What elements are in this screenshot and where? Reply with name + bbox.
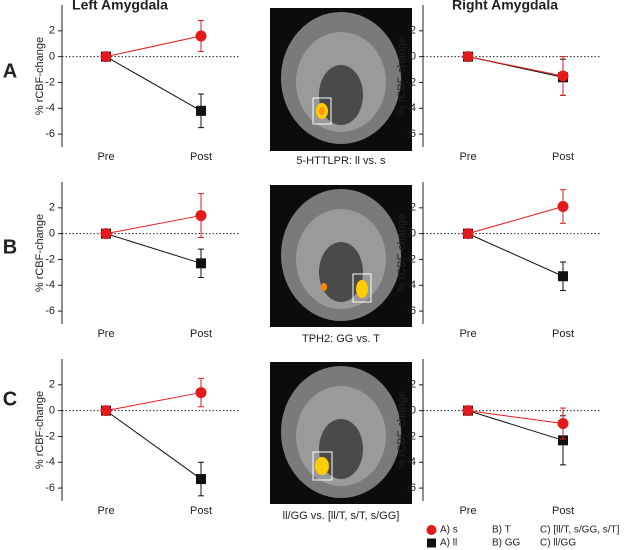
y-tick-label: -4 (45, 279, 55, 291)
marker (100, 228, 112, 240)
x-tick-label: Pre (459, 505, 476, 517)
series-line (467, 233, 564, 277)
x-tick-label: Post (552, 505, 574, 517)
y-tick-label: -4 (406, 102, 416, 114)
y-tick-label: 0 (410, 405, 416, 417)
legend-marker (426, 525, 437, 535)
y-tick-label: 0 (410, 51, 416, 63)
row-label: C (3, 388, 17, 410)
y-tick-label: -4 (406, 279, 416, 291)
series-line (105, 410, 202, 480)
image-caption: 5-HTTLPR: ll vs. s (296, 155, 386, 167)
y-tick-label: -6 (406, 305, 416, 317)
y-tick-label: 2 (49, 202, 55, 214)
y-axis-label: % rCBF-change (396, 37, 408, 115)
column-title: Left Amygdala (72, 0, 168, 13)
x-tick-label: Post (552, 151, 574, 163)
marker (462, 228, 474, 240)
y-tick-label: 2 (49, 25, 55, 37)
marker (196, 474, 206, 485)
y-axis-label: % rCBF-change (396, 391, 408, 469)
image-caption: ll/GG vs. [ll/T, s/T, s/GG] (283, 510, 400, 522)
y-axis-label: % rCBF-change (34, 391, 46, 469)
y-tick-label: -6 (45, 128, 55, 140)
y-tick-label: 0 (49, 51, 55, 63)
marker (557, 418, 569, 430)
y-tick-label: 0 (49, 405, 55, 417)
series-line (105, 215, 202, 235)
y-axis-label: % rCBF-change (34, 214, 46, 292)
x-tick-label: Post (552, 328, 574, 340)
x-tick-label: Post (190, 328, 212, 340)
x-tick-label: Pre (97, 505, 114, 517)
y-tick-label: -6 (45, 305, 55, 317)
brain-image (270, 185, 412, 327)
y-tick-label: -4 (45, 102, 55, 114)
legend-marker (427, 538, 436, 548)
y-tick-label: 0 (49, 228, 55, 240)
marker (196, 105, 206, 116)
marker (462, 405, 474, 417)
x-tick-label: Pre (97, 328, 114, 340)
x-tick-label: Post (190, 505, 212, 517)
y-tick-label: 2 (410, 25, 416, 37)
series-line (105, 233, 202, 264)
y-tick-label: -4 (45, 456, 55, 468)
y-tick-label: -2 (406, 430, 416, 442)
legend-label: A) s (440, 525, 458, 536)
marker (557, 201, 569, 213)
marker (100, 405, 112, 417)
y-tick-label: 2 (410, 379, 416, 391)
y-tick-label: -6 (406, 482, 416, 494)
marker (195, 30, 207, 42)
x-tick-label: Pre (459, 151, 476, 163)
y-tick-label: -2 (45, 253, 55, 265)
brain-image (270, 362, 412, 504)
marker (558, 271, 568, 282)
y-axis-label: % rCBF-change (34, 37, 46, 115)
y-tick-label: -2 (406, 253, 416, 265)
y-tick-label: -6 (406, 128, 416, 140)
y-tick-label: 2 (49, 379, 55, 391)
series-line (105, 56, 202, 112)
marker (100, 51, 112, 63)
brain-image (270, 8, 412, 151)
y-tick-label: -4 (406, 456, 416, 468)
column-title: Right Amygdala (452, 0, 558, 13)
legend-label: C) [ll/T, s/GG, s/T] (540, 525, 620, 536)
marker (558, 435, 568, 446)
legend-label: B) GG (492, 538, 521, 549)
series-line (105, 35, 202, 58)
series-line (467, 410, 564, 425)
legend-label: B) T (492, 525, 511, 536)
marker (462, 51, 474, 63)
x-tick-label: Post (190, 151, 212, 163)
series-line (467, 206, 564, 235)
image-caption: TPH2: GG vs. T (302, 333, 380, 345)
marker (195, 210, 207, 222)
y-axis-label: % rCBF-change (396, 214, 408, 292)
row-label: A (3, 60, 17, 82)
series-line (105, 392, 202, 412)
marker (196, 258, 206, 269)
y-tick-label: -6 (45, 482, 55, 494)
y-tick-label: 0 (410, 228, 416, 240)
legend-label: A) ll (440, 538, 457, 549)
marker (557, 70, 569, 82)
marker (195, 387, 207, 399)
series-line (467, 410, 564, 441)
y-tick-label: 2 (410, 202, 416, 214)
y-tick-label: -2 (45, 430, 55, 442)
y-tick-label: -2 (406, 76, 416, 88)
x-tick-label: Pre (97, 151, 114, 163)
series-line (467, 56, 564, 77)
legend-label: C) ll/GG (540, 538, 576, 549)
y-tick-label: -2 (45, 76, 55, 88)
row-label: B (3, 236, 17, 258)
x-tick-label: Pre (459, 328, 476, 340)
